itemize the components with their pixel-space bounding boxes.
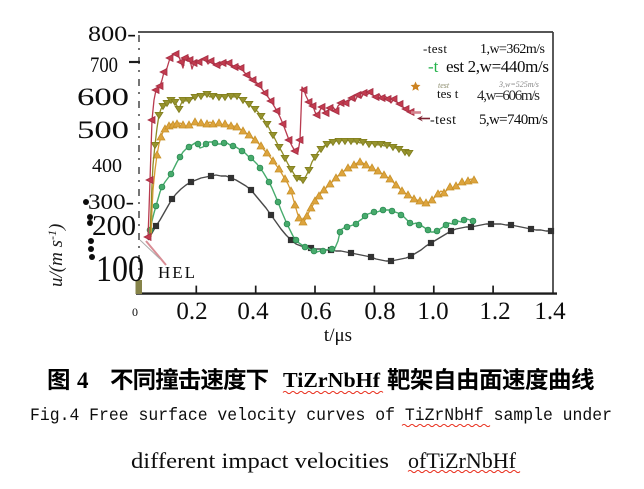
svg-text:test: test <box>438 81 450 90</box>
svg-text:5,w=740m/s: 5,w=740m/s <box>479 112 548 128</box>
svg-text:600: 600 <box>77 84 129 111</box>
svg-text:HEL: HEL <box>158 263 195 282</box>
svg-text:different impact velocities: different impact velocities <box>131 448 389 473</box>
svg-text:0.4: 0.4 <box>237 298 269 325</box>
svg-text:0.2: 0.2 <box>176 298 207 325</box>
svg-text:est 2,w=440m/s: est 2,w=440m/s <box>446 57 549 76</box>
svg-text:1,w=362m/s: 1,w=362m/s <box>480 42 545 57</box>
svg-text:1.2: 1.2 <box>479 298 510 325</box>
svg-text:500: 500 <box>77 117 129 144</box>
svg-text:3,w=525m/s: 3,w=525m/s <box>498 80 539 89</box>
svg-text:0: 0 <box>132 305 138 319</box>
svg-text:-test: -test <box>430 113 456 128</box>
svg-text:300-: 300- <box>88 189 134 214</box>
svg-text:1.0: 1.0 <box>417 298 448 325</box>
svg-text:800-: 800- <box>88 21 136 46</box>
svg-text:400: 400 <box>92 155 122 177</box>
svg-text:1.4: 1.4 <box>534 298 566 325</box>
svg-text:Fig.4 Free surface velocity c: Fig.4 Free surface velocity curves of Ti… <box>30 406 612 426</box>
svg-text:100: 100 <box>96 249 144 290</box>
svg-text:0.6: 0.6 <box>300 298 331 325</box>
svg-text:ofTiZrNbHf: ofTiZrNbHf <box>408 448 517 473</box>
svg-text:TiZrNbHf: TiZrNbHf <box>283 368 381 392</box>
svg-text:-t: -t <box>428 57 439 76</box>
svg-text:tes t: tes t <box>437 86 459 101</box>
svg-text:t/μs: t/μs <box>324 325 352 346</box>
svg-text:200: 200 <box>92 211 136 242</box>
svg-text:700: 700 <box>90 52 118 77</box>
svg-text:0.8: 0.8 <box>364 298 395 325</box>
svg-text:4,w=606m/s: 4,w=606m/s <box>477 88 540 104</box>
svg-text:-test: -test <box>423 41 447 56</box>
svg-text:4: 4 <box>77 368 89 393</box>
